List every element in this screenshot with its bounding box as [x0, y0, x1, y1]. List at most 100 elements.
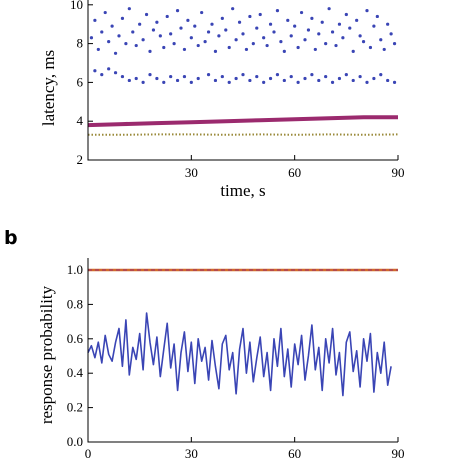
panel-a-scatter-point	[317, 78, 321, 83]
panel-b: b response probability 0.0 0.2 0.4 0.6 0.8 1.…	[4, 227, 405, 461]
panel-a-scatter-point	[134, 76, 138, 81]
panel-a-scatter-point	[120, 74, 125, 79]
panel-a-ytick-label: 10	[70, 0, 83, 12]
panel-a-ytick-label: 2	[77, 152, 84, 167]
panel-b-axes	[87, 258, 398, 443]
panel-a-ylabel: latency, ms	[39, 50, 58, 126]
panel-a-scatter-point	[265, 43, 269, 48]
panel-a-scatter-point	[100, 30, 104, 34]
panel-a-scatter-point	[375, 14, 379, 19]
panel-a-scatter-point	[379, 38, 383, 42]
panel-a-scatter-point	[175, 9, 180, 13]
panel-a-scatter-point	[251, 42, 255, 46]
panel-a-scatter-point	[358, 34, 362, 38]
panel-a-scatter-point	[241, 32, 245, 36]
panel-a-ytick-label: 6	[77, 74, 84, 89]
panel-a-scatter-point	[93, 18, 97, 22]
panel-a-scatter-point	[268, 76, 273, 81]
panel-a-scatter-point	[286, 18, 290, 22]
panel-b-xtick-label: 0	[85, 446, 92, 461]
panel-b-label: b	[4, 227, 18, 249]
panel-a-scatter-point	[155, 20, 159, 24]
panel-a-scatter-point	[107, 67, 111, 71]
panel-a-scatter-point	[141, 80, 145, 84]
panel-a-scatter-point	[368, 45, 373, 50]
panel-a-scatter-point	[93, 69, 97, 73]
panel-a-scatter-point	[248, 78, 252, 83]
panel-a-scatter-point	[289, 34, 293, 38]
panel-a-scatter-point	[162, 80, 166, 84]
panel-a-scatter-point	[275, 73, 280, 77]
panel-a-scatter-point	[324, 74, 328, 79]
panel-a-scatter-point	[296, 45, 300, 50]
panel-a-scatter-point	[134, 43, 138, 48]
panel-a-scatter-point	[344, 73, 348, 77]
panel-a-scatter-point	[268, 22, 273, 26]
panel-a-scatter-point	[200, 10, 204, 15]
panel-a-scatter-point	[358, 74, 362, 79]
panel-a-scatter-point	[103, 10, 107, 15]
panel-b-ticks: 0.0 0.2 0.4 0.6 0.8 1.0 0 30 60 90	[67, 262, 405, 461]
panel-a-scatter-point	[310, 16, 314, 20]
panel-a-scatter-point	[224, 28, 228, 32]
panel-a-scatter-point	[120, 16, 125, 20]
panel-a-scatter-point	[237, 20, 242, 24]
panel-a-scatter-point	[255, 26, 259, 30]
panel-a-scatter-point	[348, 26, 352, 30]
panel-a-scatter-point	[189, 80, 193, 84]
panel-a-scatter-point	[272, 30, 276, 34]
panel-a-scatter-point	[327, 7, 331, 11]
panel-a-scatter-point	[186, 18, 190, 22]
panel-b-ytick-label: 0.4	[67, 365, 84, 380]
panel-a-scatter-point	[262, 80, 266, 84]
panel-a-scatter-point	[196, 76, 200, 81]
panel-a-scatter-point	[330, 30, 335, 34]
panel-a-scatter-point	[182, 47, 187, 52]
panel-b-xtick-label: 90	[392, 446, 405, 461]
panel-a-scatter-point	[158, 34, 162, 38]
panel-a-scatter-point	[234, 38, 238, 42]
panel-a-series-line-top	[87, 115, 398, 128]
panel-b-marks	[87, 268, 398, 397]
panel-a-scatter-point	[313, 47, 317, 52]
panel-a-scatter-point	[193, 24, 197, 28]
panel-a-scatter-point	[392, 42, 397, 46]
panel-b-ytick-label: 0.8	[67, 296, 83, 311]
panel-a-xtick-label: 60	[288, 165, 301, 180]
panel-b-ylabel: response probability	[37, 285, 56, 424]
panel-a-scatter-point	[258, 12, 262, 17]
panel-a-scatter-point	[386, 22, 390, 26]
panel-a-scatter-point	[320, 20, 324, 24]
panel-a-scatter-point	[210, 22, 214, 26]
panel-a-scatter-point	[100, 73, 104, 77]
panel-a-scatter-point	[113, 51, 118, 55]
panel-b-ytick-label: 0.0	[67, 434, 83, 449]
panel-a-scatter-point	[244, 47, 249, 52]
panel-a-scatter-point	[196, 43, 200, 48]
panel-a-scatter-point	[138, 22, 142, 26]
panel-a-scatter-point	[324, 42, 328, 46]
panel-a-scatter-point	[206, 30, 211, 34]
panel-a-scatter-point	[179, 26, 183, 30]
panel-a-scatter-point	[165, 14, 169, 19]
panel-a-scatter-point	[213, 49, 218, 53]
panel-a-xtick-label: 90	[392, 165, 405, 180]
panel-a-scatter-point	[241, 73, 245, 77]
panel-a-scatter-point	[169, 74, 173, 79]
panel-a-scatter-point	[279, 40, 283, 44]
panel-a-scatter-point	[365, 80, 369, 84]
panel-a-scatter-point	[107, 40, 111, 44]
panel-a-scatter-point	[220, 16, 224, 20]
panel-a-xtick-label: 30	[185, 165, 198, 180]
panel-a-scatter-point	[351, 78, 355, 83]
panel-a-scatter-point	[227, 80, 231, 84]
panel-a-scatter-point	[89, 36, 94, 40]
panel-a-scatter-point	[344, 12, 348, 17]
panel-a-scatter-point	[386, 78, 390, 83]
panel-a-scatter-point	[372, 24, 376, 28]
panel-a-scatter-point	[351, 49, 355, 53]
panel-a-scatter-point	[296, 80, 300, 84]
panel-a-scatter-point	[392, 80, 397, 84]
panel-a-scatter-point	[262, 36, 266, 40]
